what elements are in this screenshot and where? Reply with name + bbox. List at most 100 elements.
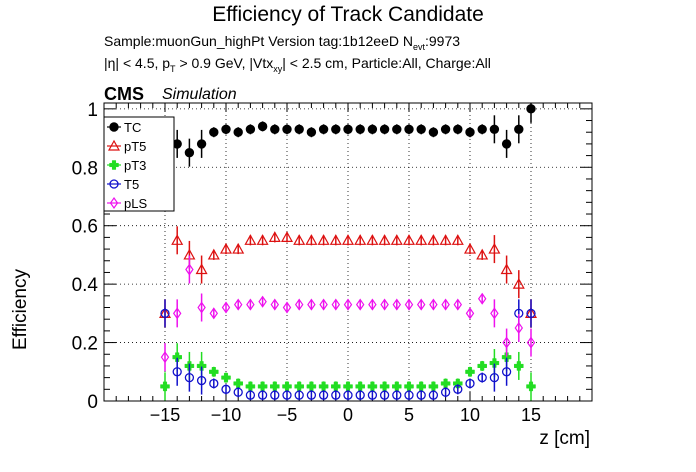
- data-point-tc: [367, 124, 378, 134]
- data-point-pt5: [500, 263, 513, 275]
- data-point-t5: [367, 390, 378, 400]
- data-point-pls: [490, 307, 499, 320]
- data-point-pt5: [476, 248, 489, 260]
- data-point-pt3: [196, 361, 207, 371]
- data-point-tc: [196, 139, 207, 149]
- data-point-t5: [379, 390, 390, 400]
- data-point-pls: [172, 307, 182, 320]
- data-point-pls: [294, 298, 304, 311]
- data-point-pt3: [294, 381, 304, 392]
- data-point-pt5: [451, 234, 464, 245]
- data-point-pt5: [463, 242, 477, 254]
- data-point-pt5: [195, 263, 208, 275]
- legend-marker-pt3: [109, 160, 119, 170]
- subtitle-pt-sub: T: [170, 63, 176, 74]
- data-point-t5: [404, 390, 414, 400]
- data-point-pt3: [257, 381, 268, 392]
- data-point-tc: [404, 124, 414, 134]
- chart-subtitle-2: |η| < 4.5, pT > 0.9 GeV, |Vtxxy| < 2.5 c…: [104, 55, 491, 74]
- data-point-pt5: [390, 234, 403, 245]
- data-point-pls: [465, 307, 475, 320]
- data-point-t5: [526, 308, 536, 319]
- chart-title: Efficiency of Track Candidate: [212, 3, 484, 26]
- data-point-pt5: [512, 277, 525, 289]
- data-point-pt3: [440, 378, 451, 389]
- data-point-pls: [453, 298, 463, 311]
- data-point-t5: [233, 387, 243, 397]
- data-point-pt3: [245, 381, 256, 392]
- data-point-t5: [489, 372, 500, 383]
- data-point-t5: [465, 378, 475, 389]
- data-point-tc: [331, 124, 341, 134]
- data-point-pt5: [232, 242, 245, 254]
- cms-label: CMS: [104, 84, 144, 104]
- data-point-t5: [343, 390, 353, 400]
- data-point-tc: [440, 124, 451, 134]
- data-point-pls: [416, 298, 426, 311]
- data-point-t5: [416, 390, 426, 400]
- data-point-tc: [453, 124, 463, 134]
- data-point-pt5: [354, 234, 367, 245]
- x-tick-label: 10: [460, 405, 480, 425]
- data-point-pls: [368, 298, 377, 311]
- data-point-pls: [441, 298, 450, 311]
- data-point-pls: [526, 336, 536, 349]
- data-point-pt3: [355, 381, 365, 392]
- data-point-pls: [307, 298, 316, 311]
- data-point-tc: [221, 124, 231, 134]
- data-point-tc: [526, 104, 536, 114]
- data-point-pt3: [331, 381, 341, 392]
- data-point-pls: [221, 301, 231, 314]
- data-point-pls: [502, 336, 511, 349]
- data-point-tc: [416, 124, 426, 134]
- subtitle-cuts-b: > 0.9 GeV, |Vtx: [179, 55, 274, 71]
- data-point-pt3: [172, 352, 182, 362]
- data-point-tc: [379, 124, 390, 134]
- data-point-pt3: [221, 372, 231, 383]
- data-point-pt5: [280, 231, 294, 242]
- legend-label-tc: TC: [124, 120, 141, 135]
- data-point-tc: [355, 124, 365, 134]
- data-point-pt5: [171, 234, 184, 245]
- data-point-t5: [294, 390, 304, 400]
- data-point-pt3: [379, 381, 390, 392]
- data-point-tc: [233, 127, 243, 137]
- data-point-pt3: [306, 381, 317, 392]
- data-point-t5: [477, 372, 487, 383]
- data-point-pls: [429, 298, 438, 311]
- legend-marker-pt5: [107, 139, 121, 151]
- data-point-tc: [343, 124, 353, 134]
- data-point-pt3: [416, 381, 426, 392]
- data-point-pt5: [219, 242, 233, 254]
- data-point-pt3: [367, 381, 378, 392]
- data-point-pt5: [378, 234, 391, 245]
- y-tick-label: 1: [87, 100, 98, 121]
- data-point-pt3: [453, 378, 463, 389]
- data-point-pt3: [514, 361, 524, 371]
- data-point-pt5: [402, 234, 416, 245]
- subtitle-cuts-a: |η| < 4.5, p: [104, 55, 171, 71]
- data-point-pt5: [207, 248, 220, 260]
- data-point-pls: [197, 301, 206, 314]
- x-tick-label: 0: [343, 405, 353, 425]
- legend-label-pls: pLS: [124, 196, 147, 211]
- y-tick-label: 0.6: [72, 217, 98, 238]
- data-point-tc: [477, 124, 487, 134]
- subtitle-sample: Sample:muonGun_highPt Version tag:1b12ee…: [104, 33, 413, 49]
- data-point-tc: [270, 124, 280, 134]
- data-point-t5: [245, 390, 256, 400]
- data-point-pt3: [282, 381, 292, 392]
- chart-subtitle-1: Sample:muonGun_highPt Version tag:1b12ee…: [104, 33, 460, 52]
- data-point-pls: [246, 298, 255, 311]
- data-point-pt3: [477, 361, 487, 371]
- data-point-pt5: [244, 234, 257, 245]
- data-point-pt5: [488, 242, 501, 254]
- data-point-t5: [160, 308, 170, 319]
- x-tick-label: 15: [521, 405, 541, 425]
- data-point-pt5: [427, 234, 440, 245]
- data-point-pls: [331, 298, 341, 311]
- y-tick-label: 0.4: [72, 275, 99, 296]
- data-point-t5: [318, 390, 329, 400]
- subtitle-cuts-c: | < 2.5 cm, Particle:All, Charge:All: [282, 55, 491, 71]
